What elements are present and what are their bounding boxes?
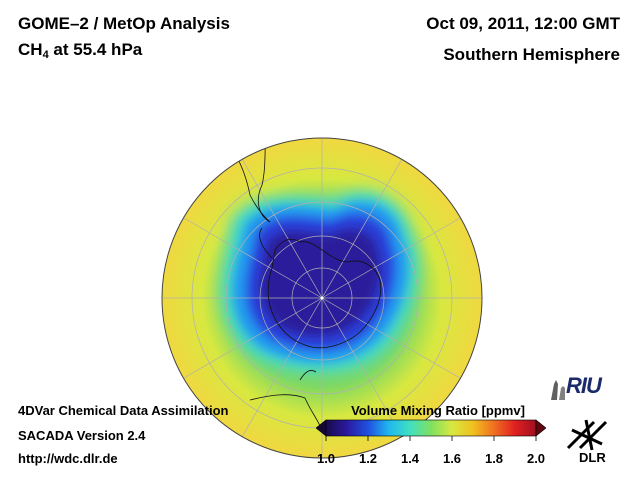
riu-logo-text: RIU	[566, 373, 602, 398]
vortex-core	[260, 229, 381, 336]
colorbar-tick-label: 2.0	[526, 451, 546, 466]
footer-link[interactable]: http://wdc.dlr.de	[18, 451, 118, 466]
antarctic-peninsula	[259, 227, 273, 259]
colorbar-ticks	[325, 436, 537, 441]
species: CH	[18, 40, 43, 59]
subtitle: CH4 at 55.4 hPa	[18, 40, 142, 61]
antarctica-coast	[267, 238, 382, 349]
globe-outline	[161, 137, 483, 459]
hemisphere-label: Southern Hemisphere	[443, 45, 620, 64]
australia-coast	[249, 394, 323, 431]
colorbar-high-arrow	[535, 419, 546, 437]
colorbar-tick-label: 1.8	[484, 451, 504, 466]
colorbar-tick-label: 1.4	[400, 451, 420, 466]
colorbar-tick-label: 1.0	[316, 451, 336, 466]
dlr-logo-text: DLR	[579, 450, 606, 465]
riu-logo-icon	[551, 380, 565, 400]
colorbar-tick-label: 1.6	[442, 451, 462, 466]
species-subscript: 4	[42, 49, 49, 61]
colorbar-gradient	[325, 419, 537, 437]
date-label: Oct 09, 2011, 12:00 GMT	[426, 14, 620, 33]
south-pole-marker	[320, 296, 324, 300]
new-zealand-coast	[299, 370, 317, 381]
colorbar-tick-label: 1.2	[358, 451, 378, 466]
colorbar-low-arrow	[316, 419, 327, 437]
dlr-logo-icon	[566, 419, 608, 451]
footer-version: SACADA Version 2.4	[18, 428, 146, 443]
pressure-level: at 55.4 hPa	[48, 40, 143, 59]
footer-method: 4DVar Chemical Data Assimilation	[18, 403, 229, 418]
graticule	[162, 138, 482, 458]
colorbar	[316, 419, 546, 441]
colorbar-title: Volume Mixing Ratio [ppmv]	[351, 403, 525, 418]
title: GOME–2 / MetOp Analysis	[18, 14, 230, 33]
